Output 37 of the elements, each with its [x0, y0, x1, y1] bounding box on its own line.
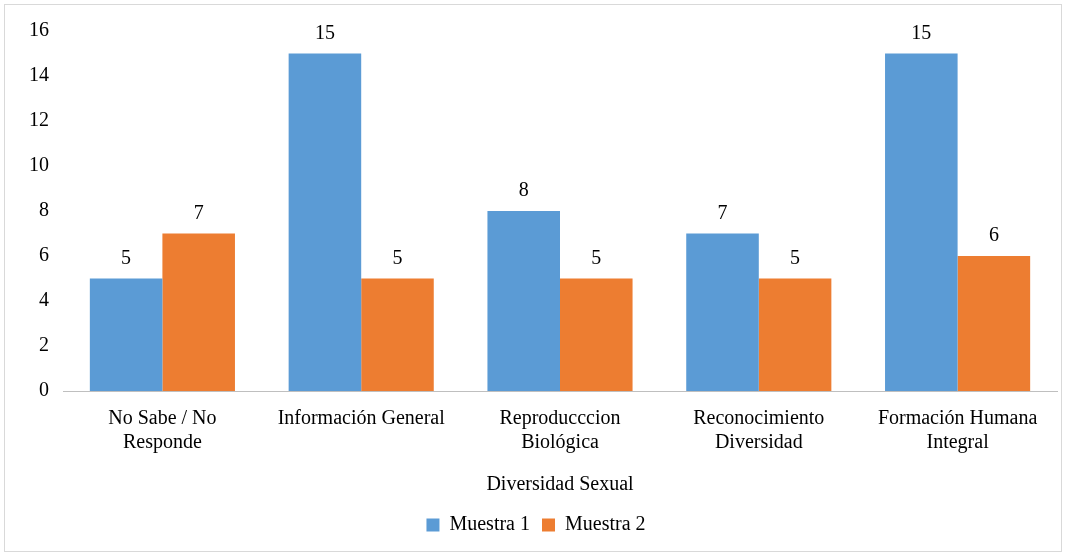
- bar: [560, 278, 633, 391]
- data-label: 5: [591, 245, 602, 268]
- data-label: 15: [911, 20, 932, 43]
- data-label: 7: [717, 200, 728, 223]
- data-label: 5: [121, 245, 132, 268]
- x-tick-label: Información General: [277, 406, 446, 429]
- x-axis-title: Diversidad Sexual: [486, 472, 635, 495]
- y-tick-label: 6: [39, 243, 49, 266]
- x-tick-label: Reconocimiento Diversidad: [693, 406, 825, 453]
- data-label: 8: [518, 178, 529, 201]
- bar: [885, 53, 958, 391]
- bar: [957, 256, 1031, 391]
- bar: [686, 233, 759, 391]
- data-label: 5: [790, 245, 801, 268]
- y-tick-label: 10: [29, 153, 49, 176]
- x-tick-label: Formación Humana Integral: [877, 406, 1038, 454]
- bar: [162, 233, 235, 391]
- x-tick-label: No Sabe / No Responde: [108, 406, 217, 454]
- legend-label: Muestra 2: [565, 512, 646, 535]
- bar: [487, 211, 560, 391]
- bar: [361, 278, 434, 391]
- y-tick-label: 14: [29, 63, 49, 86]
- bar: [89, 278, 163, 391]
- data-label: 6: [988, 223, 999, 246]
- y-tick-label: 12: [29, 108, 49, 131]
- bar: [288, 53, 362, 391]
- bar: [758, 278, 832, 391]
- x-tick-label: Reproducccion Biológica: [499, 406, 621, 454]
- data-label: 15: [314, 20, 335, 43]
- y-tick-label: 0: [39, 378, 49, 401]
- y-tick-label: 4: [39, 288, 49, 311]
- y-tick-label: 16: [29, 18, 49, 41]
- y-tick-label: 2: [39, 333, 49, 356]
- legend-label: Muestra 1: [449, 512, 531, 535]
- data-label: 5: [392, 245, 403, 268]
- y-tick-label: 8: [39, 198, 49, 221]
- data-label: 7: [193, 200, 204, 223]
